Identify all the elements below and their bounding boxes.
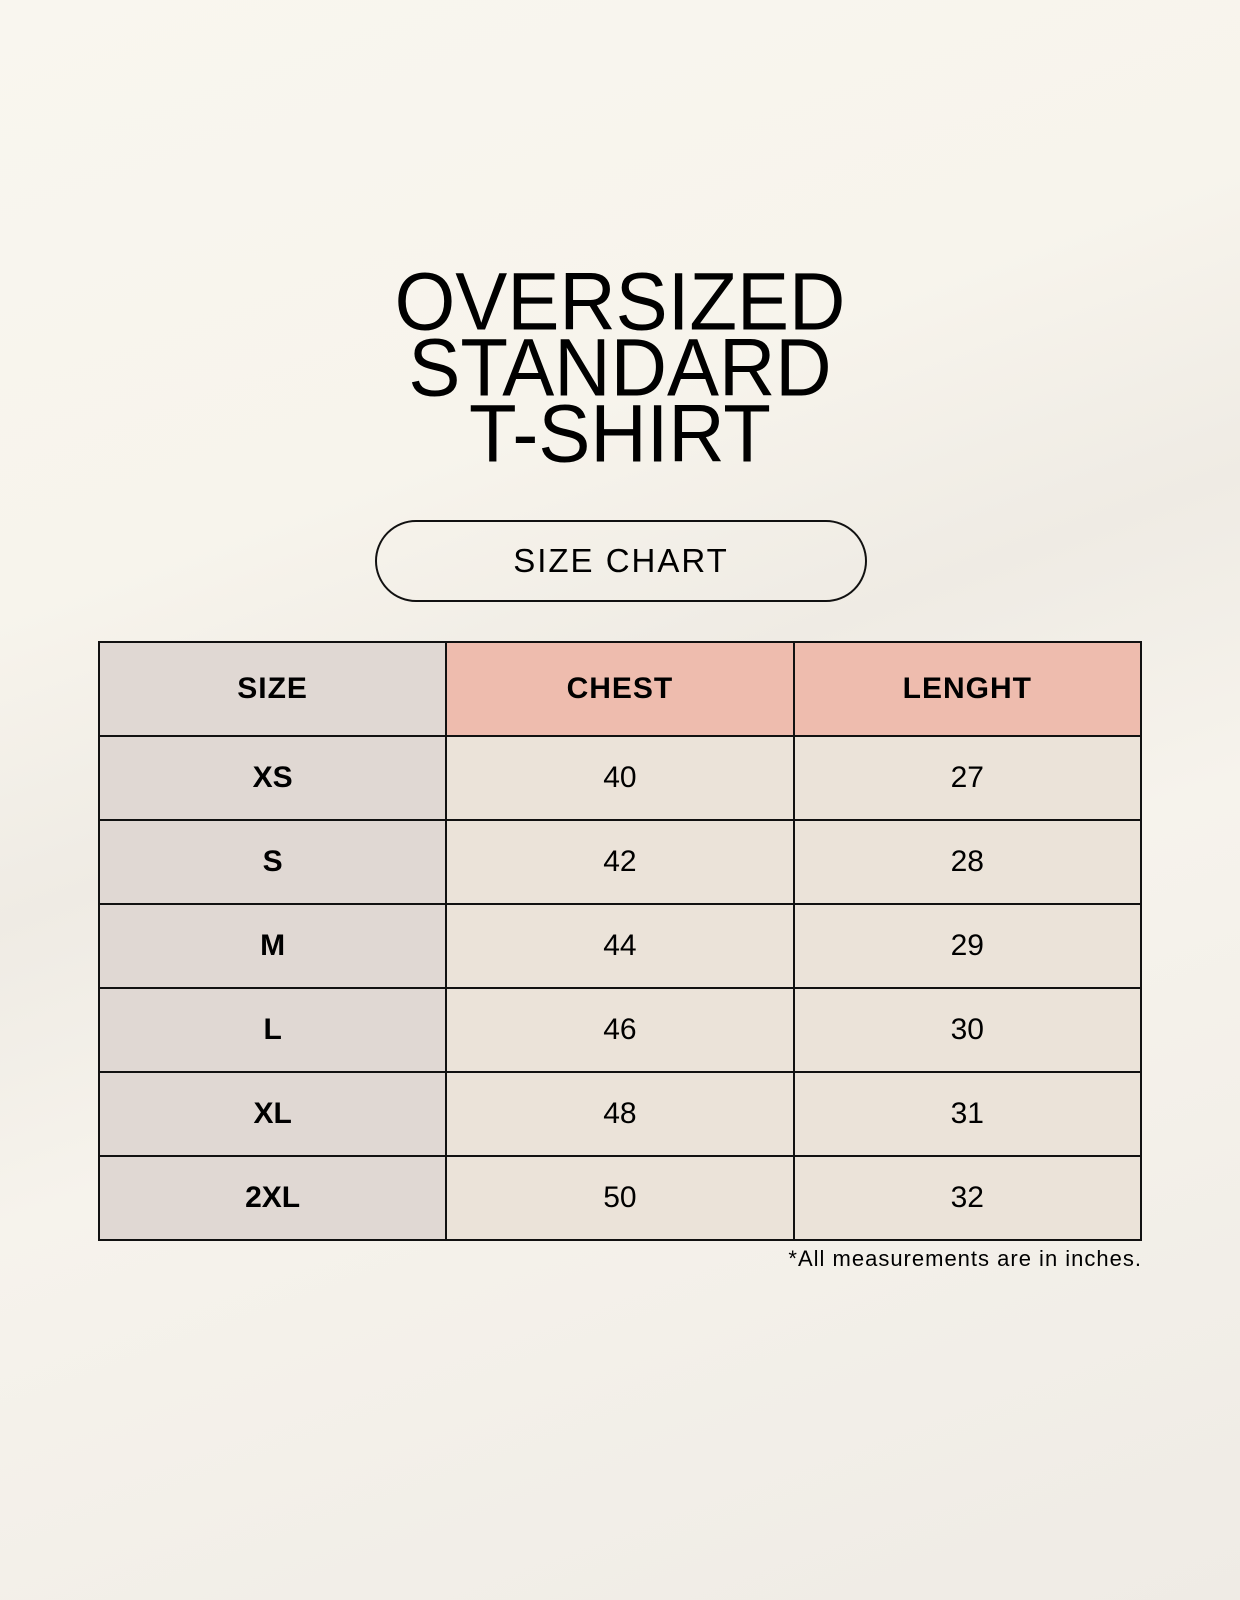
chest-cell: 42 [445, 819, 795, 905]
table-row: XL 48 31 [97, 1071, 1143, 1157]
table-header-row: SIZE CHEST LENGHT [97, 641, 1143, 737]
title-line: T-SHIRT [469, 386, 771, 480]
length-cell: 30 [792, 987, 1143, 1073]
size-cell: 2XL [97, 1155, 448, 1241]
size-table: SIZE CHEST LENGHT XS 40 27 S 42 28 M 44 29 L 46 30 X… [97, 641, 1143, 1241]
title-line: OVERSIZED [394, 254, 846, 348]
size-cell: M [97, 903, 448, 989]
table-row: 2XL 50 32 [97, 1155, 1143, 1241]
length-cell: 31 [792, 1071, 1143, 1157]
chest-cell: 48 [445, 1071, 795, 1157]
chest-cell: 50 [445, 1155, 795, 1241]
header-length: LENGHT [792, 641, 1143, 737]
header-size: SIZE [97, 641, 448, 737]
length-cell: 29 [792, 903, 1143, 989]
length-cell: 28 [792, 819, 1143, 905]
header-chest: CHEST [445, 641, 795, 737]
footnote: *All measurements are in inches. [788, 1246, 1142, 1271]
chest-cell: 46 [445, 987, 795, 1073]
length-cell: 32 [792, 1155, 1143, 1241]
chest-cell: 44 [445, 903, 795, 989]
table-row: L 46 30 [97, 987, 1143, 1073]
size-cell: L [97, 987, 448, 1073]
size-cell: XL [97, 1071, 448, 1157]
size-chart-label: SIZE CHART [375, 520, 867, 602]
table-row: XS 40 27 [97, 735, 1143, 821]
length-cell: 27 [792, 735, 1143, 821]
title-line: STANDARD [408, 320, 832, 414]
size-cell: S [97, 819, 448, 905]
page-title: OVERSIZED STANDARD T-SHIRT [0, 254, 1240, 480]
table-row: M 44 29 [97, 903, 1143, 989]
chest-cell: 40 [445, 735, 795, 821]
table-row: S 42 28 [97, 819, 1143, 905]
size-cell: XS [97, 735, 448, 821]
